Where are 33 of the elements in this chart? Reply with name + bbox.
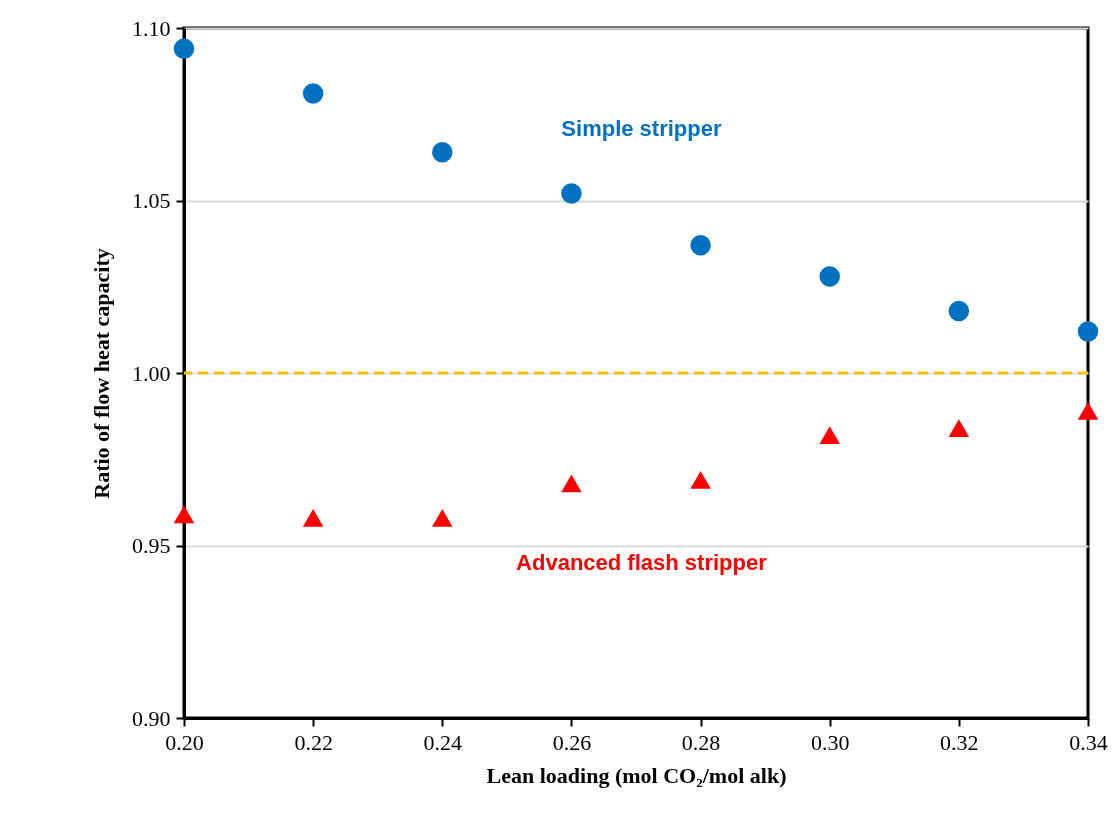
point — [302, 509, 324, 527]
x-tick-label: 0.24 — [423, 729, 463, 755]
point — [173, 505, 195, 524]
x-tick-label: 0.26 — [552, 729, 592, 755]
x-tick-label: 0.22 — [294, 729, 333, 755]
series-label: Simple stripper — [561, 115, 722, 141]
x-tick-label: 0.32 — [940, 729, 979, 755]
x-tick-label: 0.28 — [681, 729, 721, 755]
point — [948, 300, 970, 322]
point — [1077, 402, 1099, 420]
y-tick-label: 1.00 — [132, 360, 171, 386]
point — [819, 266, 840, 287]
text: Advanced flash stripper — [516, 550, 768, 576]
y-tick-label: 1.05 — [132, 188, 171, 213]
point — [302, 83, 324, 104]
x-tick-label: 0.20 — [165, 729, 204, 755]
point — [819, 426, 840, 444]
point — [561, 474, 582, 493]
point — [173, 38, 195, 59]
point — [1077, 321, 1099, 342]
point — [690, 471, 711, 489]
point — [948, 419, 970, 438]
point — [432, 509, 453, 527]
x-tick-label: 0.30 — [810, 729, 850, 755]
y-axis-title: Ratio of flow heat capacity — [89, 248, 114, 499]
y-tick-label: 0.90 — [132, 705, 171, 731]
y-tick-label: 0.95 — [132, 533, 171, 558]
point — [561, 183, 582, 204]
x-axis-title: Lean loading (mol CO₂/mol alk) — [486, 762, 787, 788]
y-tick-label: 1.10 — [132, 15, 171, 41]
point — [690, 235, 711, 256]
point — [432, 141, 453, 163]
x-tick-label: 0.34 — [1069, 729, 1108, 755]
